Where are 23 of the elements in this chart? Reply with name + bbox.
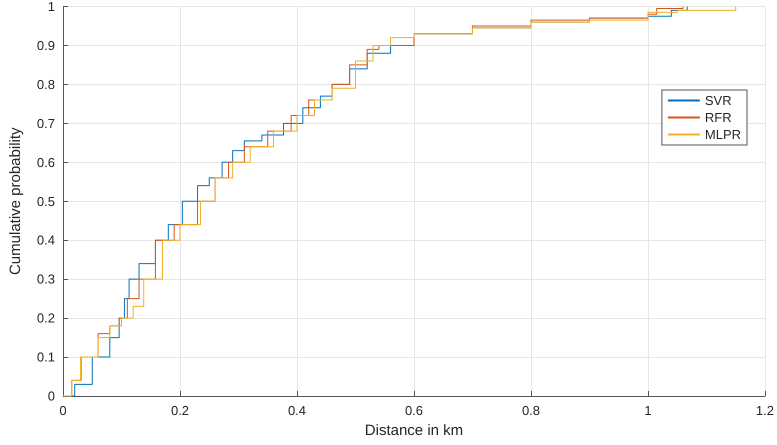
y-tick-label: 0.2 (36, 310, 55, 326)
x-tick-label: 0 (59, 403, 67, 418)
y-tick-label: 0.3 (36, 272, 55, 287)
y-tick-label: 0.8 (36, 76, 55, 92)
y-tick-label: 0 (48, 388, 55, 404)
x-tick-label: 0.4 (288, 403, 306, 418)
y-tick-label: 0.4 (36, 232, 55, 248)
y-tick-label: 0.1 (36, 350, 55, 365)
y-tick-label: 0.7 (36, 116, 55, 131)
x-axis-title: Distance in km (364, 422, 464, 439)
y-tick-label: 0.5 (36, 194, 55, 209)
y-tick-label: 0.9 (36, 38, 55, 53)
legend-label: MLPR (704, 127, 742, 142)
legend-label: RFR (704, 110, 732, 125)
legend-label: SVR (704, 93, 732, 108)
x-tick-label: 0.2 (170, 403, 190, 418)
y-tick-label: 1 (48, 0, 55, 14)
x-tick-label: 1 (644, 403, 652, 418)
x-tick-label: 0.6 (404, 403, 424, 418)
y-tick-label: 0.6 (36, 154, 55, 170)
x-tick-label: 1.2 (756, 403, 774, 418)
y-axis-title: Cumulative probability (7, 126, 24, 276)
x-tick-label: 0.8 (522, 403, 540, 418)
